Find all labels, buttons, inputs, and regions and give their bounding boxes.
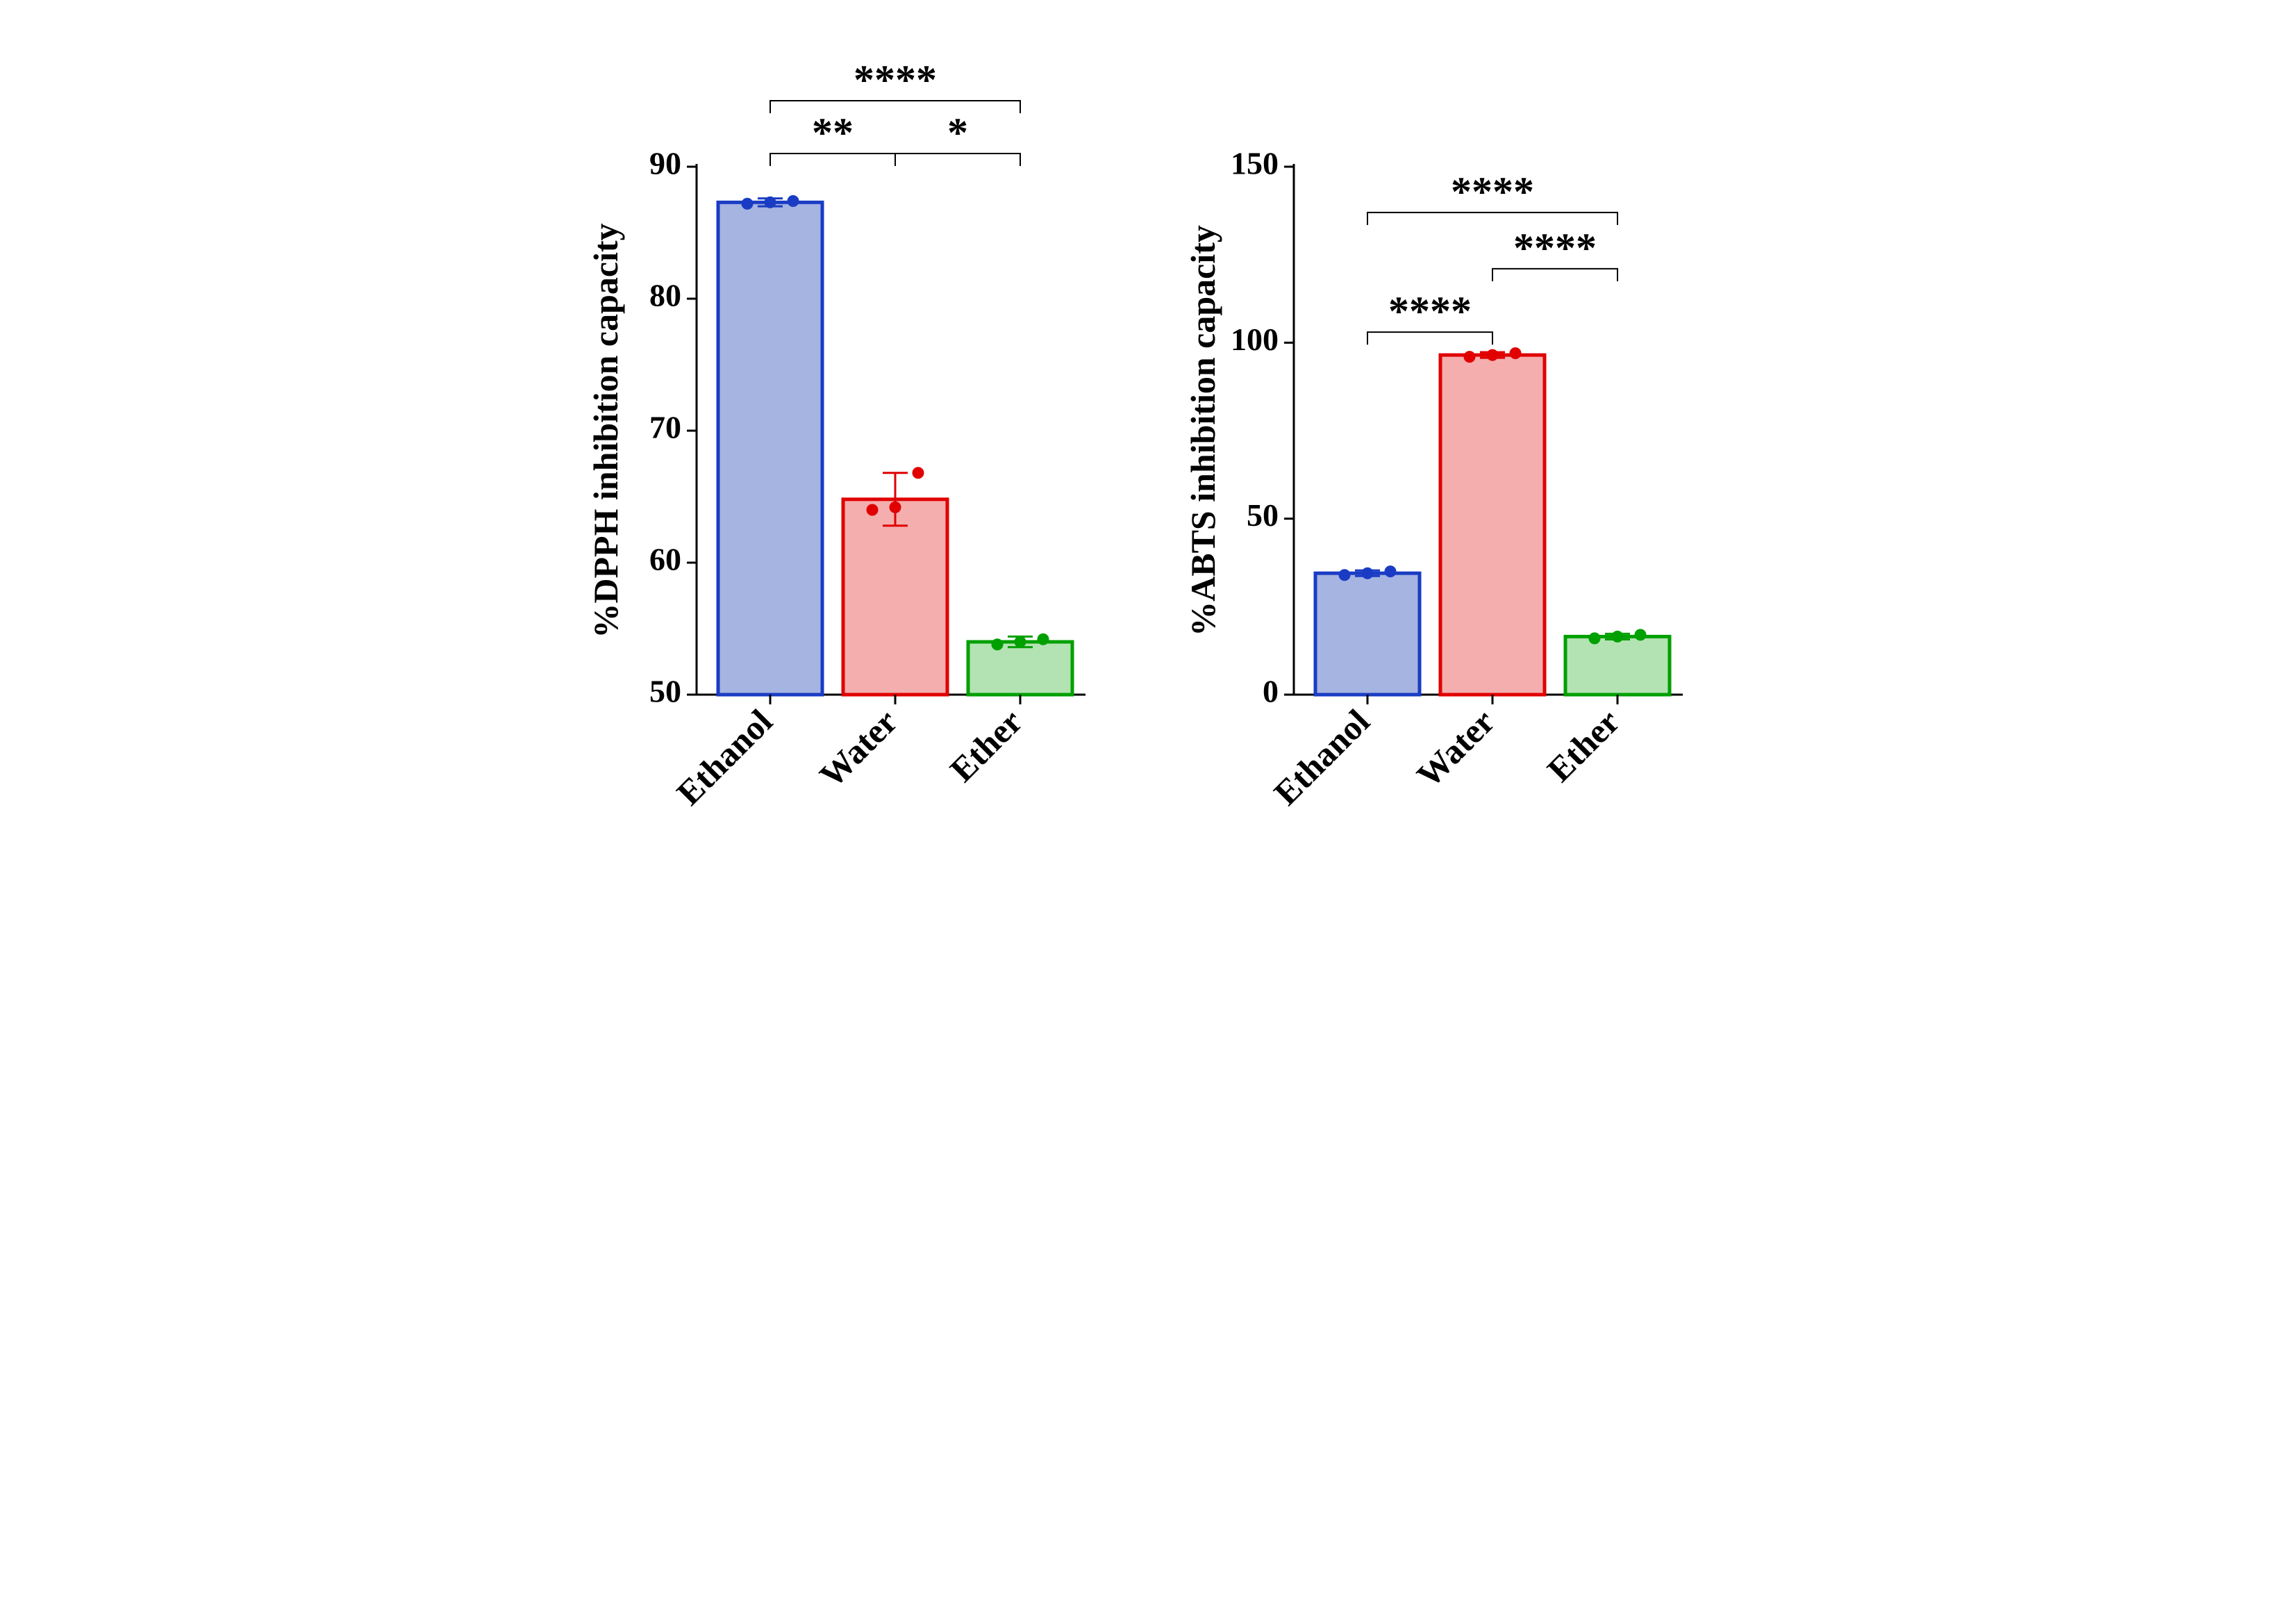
data-point [1362, 568, 1373, 579]
significance-label: **** [1513, 225, 1597, 271]
significance-bracket: **** [1367, 288, 1492, 345]
y-tick-label: 50 [649, 674, 681, 709]
data-point [1589, 633, 1600, 644]
y-tick-label: 0 [1263, 674, 1279, 709]
y-tick-label: 80 [649, 278, 681, 313]
category-label: Water [812, 702, 905, 795]
data-point [1510, 348, 1521, 359]
bar-water [1440, 355, 1545, 695]
data-point [867, 504, 878, 515]
bar-ethanol [1315, 573, 1420, 695]
data-point [992, 639, 1003, 650]
abts-svg: 0 50 100 150 %ABTS inhibition capacity Ethano… [1190, 28, 1704, 917]
data-point [890, 502, 901, 513]
significance-label: **** [854, 57, 937, 103]
bar-ethanol [718, 202, 822, 695]
y-axis-label: %ABTS inhibition capacity [1190, 225, 1222, 636]
significance-label: **** [1388, 288, 1472, 334]
y-tick-label: 60 [649, 542, 681, 577]
significance-bracket: * [895, 110, 1020, 166]
y-tick-label: 90 [649, 146, 681, 181]
significance-bracket: **** [1367, 169, 1617, 225]
category-label: Ether [942, 702, 1030, 789]
data-point [1015, 636, 1026, 647]
data-point [1385, 566, 1396, 577]
data-point [1038, 634, 1049, 645]
bar-ether [968, 642, 1072, 695]
significance-bracket: ** [770, 110, 895, 166]
data-point [913, 467, 924, 479]
data-point [1487, 349, 1498, 361]
data-point [1464, 351, 1475, 363]
significance-bracket: **** [770, 57, 1020, 113]
y-axis-label: %DPPH inhibition capacity [592, 223, 625, 638]
abts-chart: 0 50 100 150 %ABTS inhibition capacity Ethano… [1190, 28, 1704, 920]
y-tick-label: 70 [649, 410, 681, 445]
category-label: Water [1409, 702, 1502, 795]
significance-bracket: **** [1492, 225, 1617, 281]
dpph-chart: 50 60 70 80 90 %DPPH inhibition capacity Ethan… [592, 28, 1106, 920]
data-point [1635, 629, 1646, 640]
category-label: Ether [1540, 702, 1627, 789]
data-point [1339, 570, 1350, 581]
y-tick-label: 150 [1231, 146, 1279, 181]
significance-label: * [947, 110, 968, 156]
data-point [1612, 631, 1623, 642]
category-label: Ethanol [1266, 702, 1377, 813]
bar-water [843, 499, 947, 695]
y-tick-label: 100 [1231, 322, 1279, 357]
data-point [765, 197, 776, 208]
bar-ether [1565, 636, 1670, 695]
y-tick-label: 50 [1247, 497, 1279, 533]
data-point [742, 198, 753, 209]
category-label: Ethanol [669, 702, 780, 813]
significance-label: **** [1451, 169, 1534, 215]
significance-label: ** [812, 110, 854, 156]
dpph-svg: 50 60 70 80 90 %DPPH inhibition capacity Ethan… [592, 28, 1106, 917]
data-point [788, 195, 799, 206]
